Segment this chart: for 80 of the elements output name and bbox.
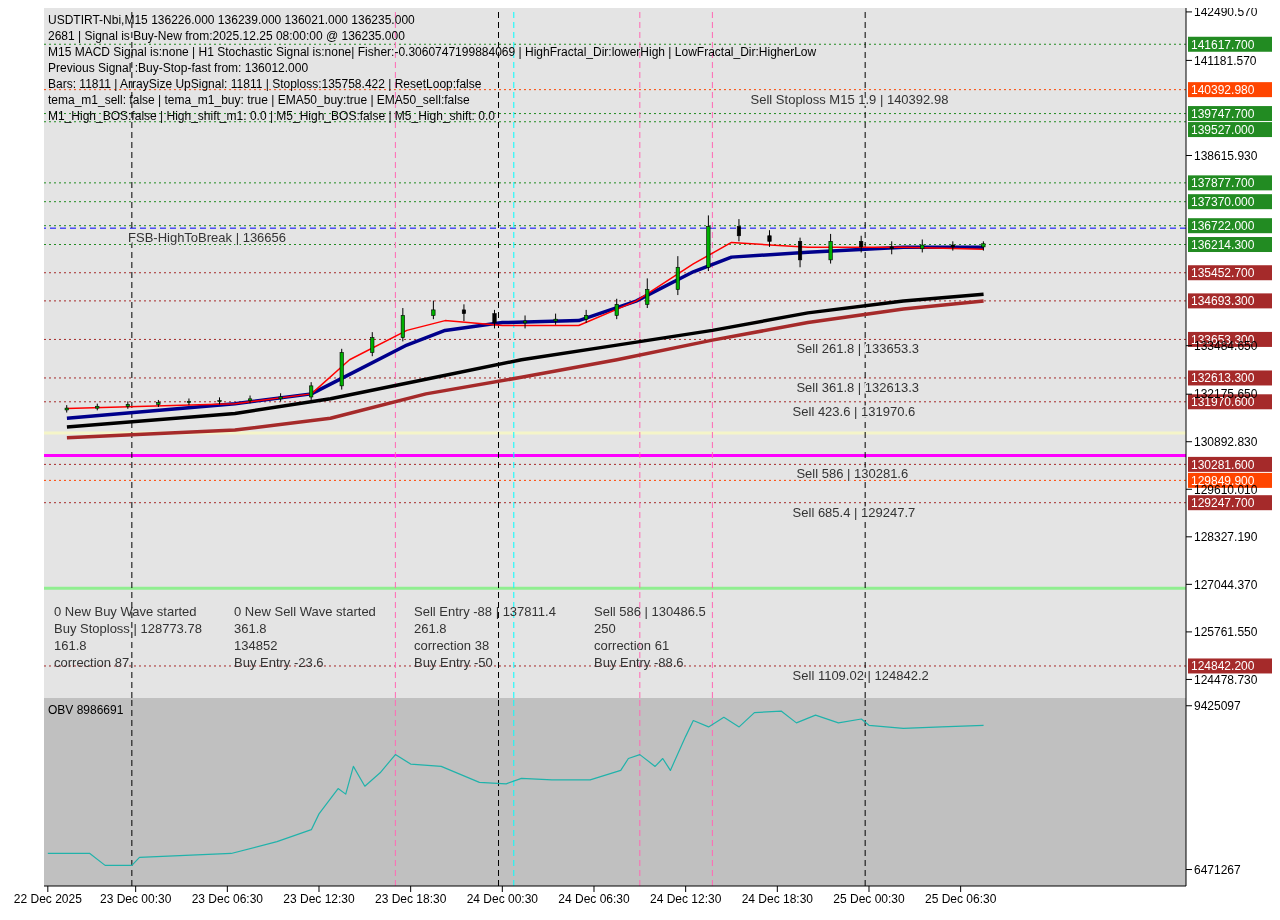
y-tick-label: 138615.930: [1194, 148, 1258, 163]
annotation: correction 38: [414, 637, 491, 654]
candlestick: [186, 397, 191, 406]
x-tick-label: 24 Dec 06:30: [558, 891, 631, 906]
annotation: Previous Signal :Buy-Stop-fast from: 136012.000: [48, 60, 310, 76]
candlestick: [645, 277, 650, 309]
annotation: 161.8: [54, 637, 88, 654]
y-tick-label: 130892.830: [1194, 434, 1258, 449]
ref-line-label: 141617.700: [1191, 37, 1255, 52]
y-tick-label: 125761.550: [1194, 625, 1258, 640]
candlestick: [400, 307, 405, 342]
candlestick: [370, 331, 375, 357]
annotation: correction 87: [54, 654, 131, 671]
annotation: Sell 586 | 130281.6: [796, 466, 909, 482]
y-tick-label: 9425097: [1194, 699, 1242, 714]
annotation: Sell 361.8 | 132613.3: [796, 379, 920, 395]
annotation: 361.8: [234, 620, 268, 637]
candlestick: [248, 395, 253, 404]
annotation: Buy Entry -88.6: [594, 654, 685, 671]
y-tick-label: 127044.370: [1194, 577, 1258, 592]
candlestick: [736, 218, 741, 242]
annotation: 134852: [234, 637, 279, 654]
x-tick-label: 23 Dec 12:30: [283, 891, 356, 906]
candlestick: [798, 237, 803, 268]
ref-line-label: 140392.980: [1191, 83, 1255, 98]
x-tick-label: 24 Dec 12:30: [649, 891, 722, 906]
ref-line-label: 136722.000: [1191, 219, 1255, 234]
x-tick-label: 23 Dec 06:30: [191, 891, 264, 906]
annotation: Sell 685.4 | 129247.7: [792, 504, 916, 520]
annotation: 0 New Sell Wave started: [234, 603, 377, 620]
ref-line-label: 130281.600: [1191, 457, 1255, 472]
annotation: Bars: 11811 | ArraySize UpSignal: 11811 | Stoploss:135758.422 | ResetLoop:false: [48, 76, 483, 92]
annotation: 261.8: [414, 620, 448, 637]
annotation: Buy Entry -23.6: [234, 654, 325, 671]
annotation: Sell 261.8 | 133653.3: [796, 341, 920, 357]
annotation: Sell 423.6 | 131970.6: [792, 403, 916, 419]
ref-line-label: 137370.000: [1191, 195, 1255, 210]
ref-line-label: 135452.700: [1191, 266, 1255, 281]
annotation: Buy Stoploss | 128773.78: [54, 620, 203, 637]
x-tick-label: 23 Dec 00:30: [99, 891, 172, 906]
x-tick-label: 24 Dec 00:30: [466, 891, 539, 906]
ref-line-label: 136214.300: [1191, 238, 1255, 253]
x-tick-label: 23 Dec 18:30: [374, 891, 447, 906]
ref-line-label: 124842.200: [1191, 659, 1255, 674]
ref-line-label: 139747.700: [1191, 107, 1255, 122]
y-tick-label: 142490.570: [1194, 5, 1258, 20]
ref-line-label: 134693.300: [1191, 294, 1255, 309]
candlestick: [523, 314, 528, 329]
annotation: M15 MACD Signal is:none | H1 Stochastic Signal is:none| Fisher:-0.3060747199884069 | HighFractal_Dir:lowerHigh | LowFractal_Dir:HigherLow: [48, 44, 817, 60]
annotation: FSB-HighToBreak | 136656: [128, 230, 287, 246]
annotation: correction 61: [594, 637, 671, 654]
candlestick: [614, 298, 619, 320]
chart-title: USDTIRT-Nbi,M15 136226.000 136239.000 136021.000 136235.000: [48, 12, 416, 28]
chart-title: OBV 8986691: [48, 702, 124, 718]
text: 2681 | Signal is Buy-New from:2025.12.25 08:00:00 @ 136235.000: [48, 28, 406, 44]
y-tick-label: 6471267: [1194, 862, 1242, 877]
y-tick-label: 124478.730: [1194, 672, 1258, 687]
x-tick-label: 25 Dec 06:30: [924, 891, 997, 906]
annotation: Sell Stoploss M15 1.9 | 140392.98: [750, 91, 949, 107]
annotation: Sell Entry -88 | 137811.4: [414, 603, 557, 620]
ref-line-label: 139527.000: [1191, 123, 1255, 138]
annotation: Sell 1109.02 | 124842.2: [792, 667, 929, 683]
annotation: 0 New Buy Wave started: [54, 603, 198, 620]
x-tick-label: 25 Dec 00:30: [833, 891, 906, 906]
candlestick: [431, 300, 436, 320]
annotation: tema_m1_sell: false | tema_m1_buy: true | EMA50_buy:true | EMA50_sell:false: [48, 93, 470, 107]
annotation: Sell 586 | 130486.5: [594, 603, 707, 620]
x-tick-label: 22 Dec 2025: [13, 891, 83, 906]
annotation: 250: [594, 620, 617, 637]
ref-line-label: 129247.700: [1191, 496, 1255, 511]
annotation: M1_High_BOS:false | High_shift_m1: 0.0 | M5_High_BOS:false | M5_High_shift: 0.0: [48, 108, 496, 124]
ref-line-label: 137877.700: [1191, 176, 1255, 191]
y-tick-label: 128327.190: [1194, 530, 1258, 545]
y-tick-label: 141181.570: [1194, 53, 1257, 68]
annotation: Buy Entry -50: [414, 654, 494, 671]
candlestick: [828, 233, 833, 265]
ref-line-label: 132613.300: [1191, 371, 1255, 386]
x-tick-label: 24 Dec 18:30: [741, 891, 814, 906]
candlestick: [675, 255, 680, 296]
candlestick: [461, 303, 466, 322]
